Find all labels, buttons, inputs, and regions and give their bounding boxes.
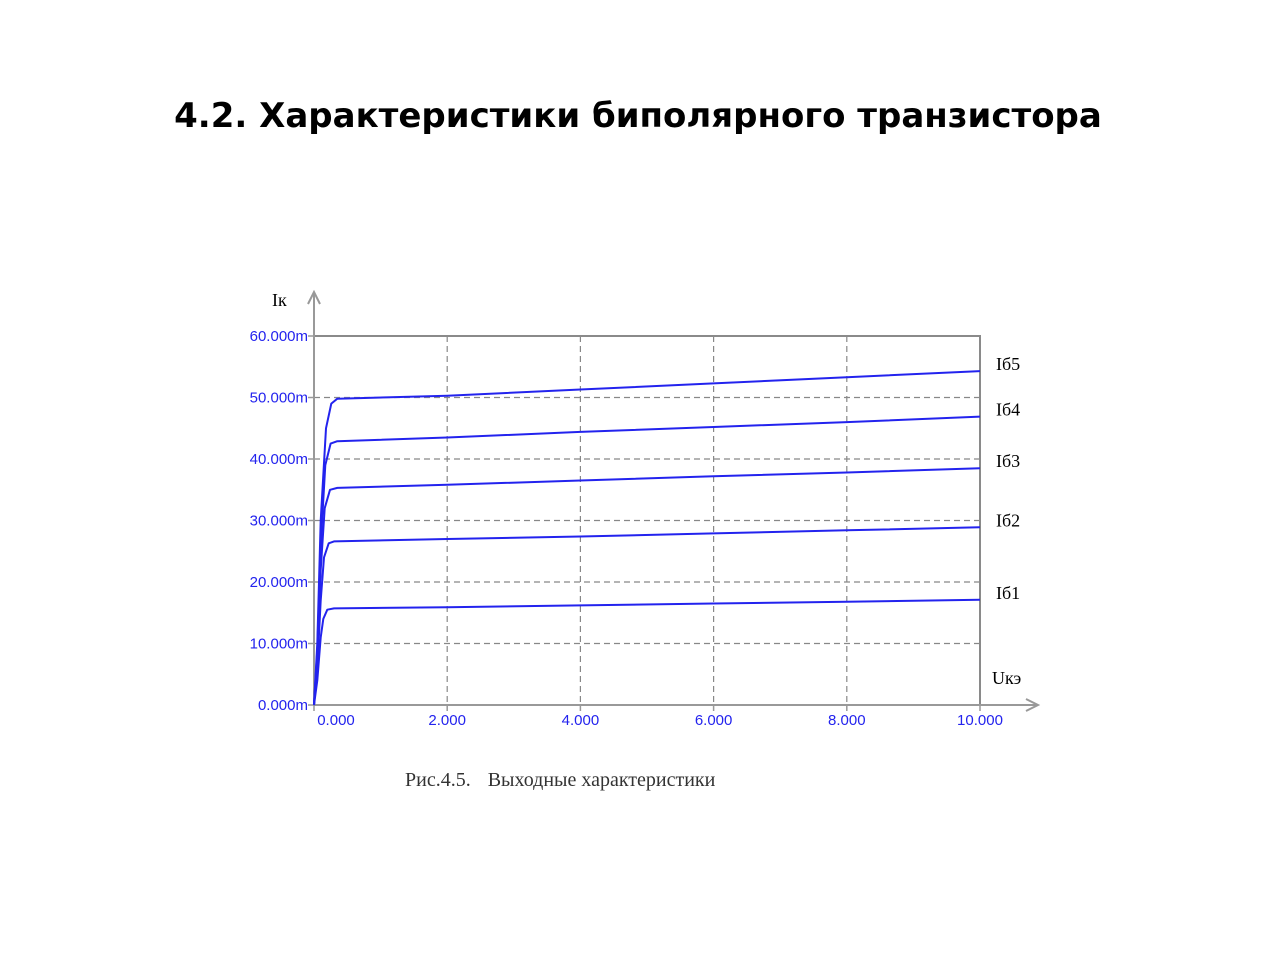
x-tick-label: 10.000 — [957, 712, 1003, 729]
y-tick-label: 60.000m — [250, 328, 308, 345]
series-label: Iб1 — [996, 583, 1020, 603]
figure-caption: Рис.4.5. Выходные характеристики — [405, 769, 716, 791]
x-tick-label: 0.000 — [317, 712, 355, 729]
y-tick-label: 50.000m — [250, 390, 308, 407]
y-tick-label: 40.000m — [250, 451, 308, 468]
axes — [307, 289, 1041, 712]
series-line — [313, 467, 981, 706]
caption-text: Выходные характеристики — [488, 769, 716, 791]
y-tick-label: 30.000m — [250, 513, 308, 530]
series-label: Iб2 — [996, 510, 1020, 530]
x-tick-label: 2.000 — [428, 712, 466, 729]
y-tick-label: 0.000m — [258, 697, 308, 714]
tick-labels: 0.000m 10.000m 20.000m 30.000m 40.000m 50.000… — [250, 328, 1003, 729]
x-tick-label: 4.000 — [562, 712, 600, 729]
caption-prefix: Рис.4.5. — [405, 769, 471, 791]
x-axis-arrow — [1025, 698, 1041, 712]
series-label: Iб4 — [996, 400, 1020, 420]
slide-title: 4.2. Характеристики биполярного транзист… — [174, 96, 1102, 136]
series-label: Iб5 — [996, 354, 1020, 374]
x-axis-label: Uкэ — [992, 668, 1022, 688]
series-label: Iб3 — [996, 451, 1020, 471]
series-lines — [313, 370, 981, 706]
y-axis-arrow — [307, 289, 321, 305]
x-tick-label: 6.000 — [695, 712, 733, 729]
x-tick-label: 8.000 — [828, 712, 866, 729]
y-tick-label: 10.000m — [250, 636, 308, 653]
y-tick-label: 20.000m — [250, 574, 308, 591]
series-labels: Iб1 Iб2 Iб3 Iб4 Iб5 — [996, 354, 1020, 603]
series-line — [313, 526, 981, 706]
y-axis-label: Iк — [272, 290, 287, 310]
series-line — [313, 415, 981, 706]
grid-lines — [314, 336, 980, 705]
series-line — [313, 370, 981, 706]
series-line — [313, 598, 981, 706]
